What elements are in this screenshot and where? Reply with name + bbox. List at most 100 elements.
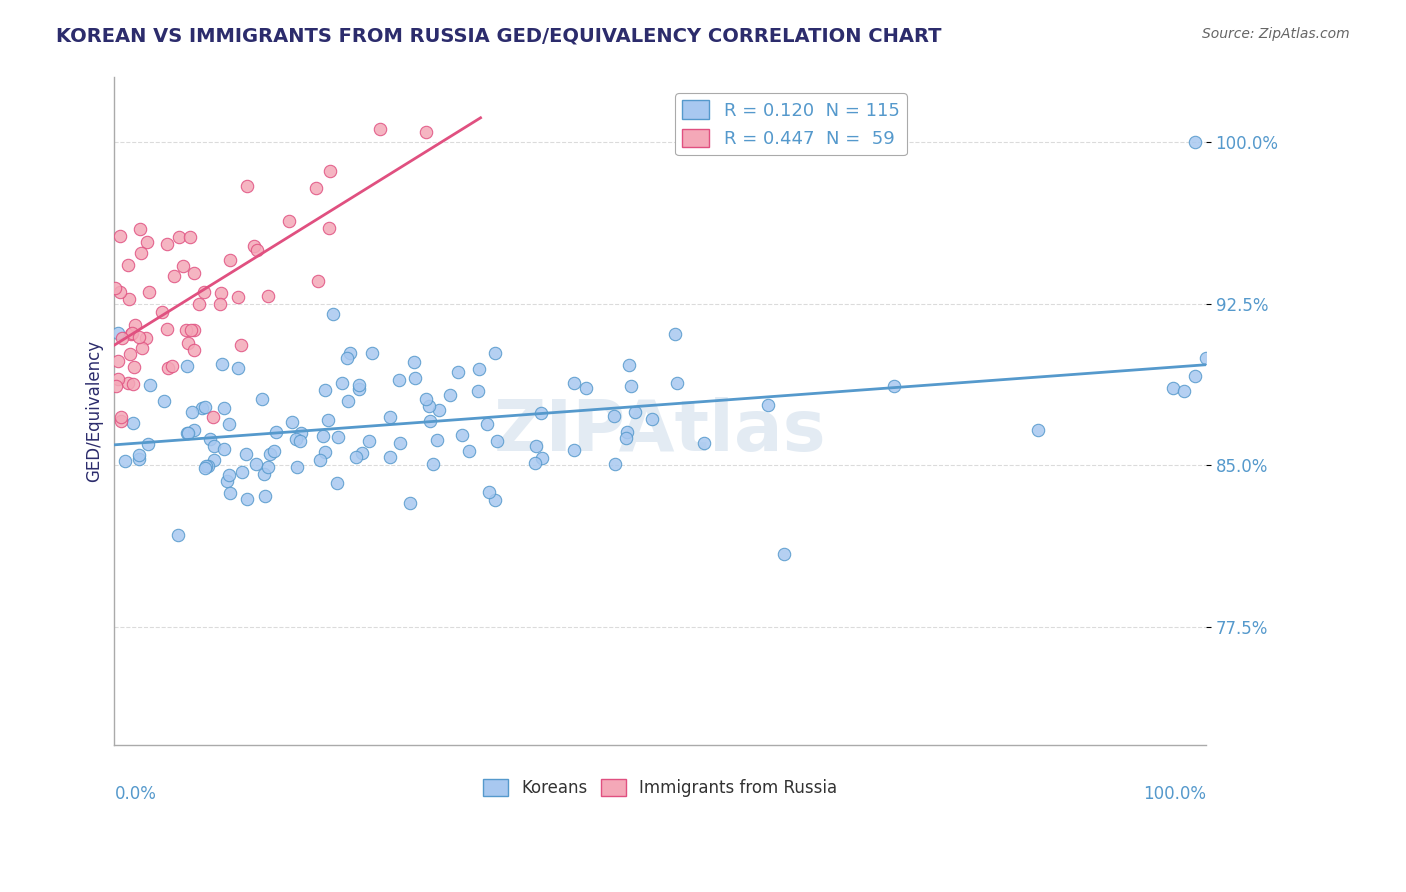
Point bbox=[217, 474, 239, 488]
Point bbox=[128, 452, 150, 467]
Point bbox=[183, 323, 205, 337]
Point bbox=[110, 414, 132, 428]
Point bbox=[128, 329, 150, 343]
Point bbox=[121, 326, 143, 340]
Point bbox=[167, 528, 190, 542]
Point bbox=[104, 281, 127, 295]
Point bbox=[389, 436, 412, 450]
Point bbox=[163, 268, 186, 283]
Point bbox=[157, 361, 180, 376]
Point bbox=[110, 410, 132, 425]
Point bbox=[259, 447, 281, 461]
Point bbox=[439, 388, 461, 402]
Point bbox=[319, 163, 342, 178]
Point bbox=[314, 383, 336, 397]
Point bbox=[457, 444, 479, 458]
Point bbox=[322, 307, 344, 321]
Point bbox=[278, 213, 301, 227]
Point bbox=[183, 266, 205, 280]
Point bbox=[624, 405, 647, 419]
Point bbox=[692, 435, 714, 450]
Point bbox=[104, 379, 127, 393]
Point bbox=[574, 381, 596, 395]
Point bbox=[419, 414, 441, 428]
Point bbox=[117, 376, 139, 391]
Point bbox=[108, 285, 131, 299]
Point bbox=[236, 492, 259, 507]
Point bbox=[245, 458, 267, 472]
Point bbox=[176, 359, 198, 373]
Point bbox=[378, 409, 401, 424]
Point bbox=[198, 432, 221, 446]
Point bbox=[467, 384, 489, 399]
Point bbox=[316, 413, 339, 427]
Point bbox=[756, 398, 779, 412]
Point bbox=[129, 222, 152, 236]
Point bbox=[415, 392, 437, 406]
Point bbox=[138, 285, 160, 299]
Point bbox=[174, 323, 197, 337]
Point bbox=[305, 181, 328, 195]
Point bbox=[368, 122, 391, 136]
Point bbox=[1184, 135, 1206, 149]
Point bbox=[138, 377, 160, 392]
Point bbox=[209, 286, 232, 301]
Point bbox=[347, 382, 370, 396]
Point bbox=[404, 371, 426, 385]
Point bbox=[350, 446, 373, 460]
Point bbox=[336, 351, 359, 366]
Point bbox=[191, 401, 214, 416]
Point bbox=[467, 362, 489, 376]
Point bbox=[418, 399, 440, 413]
Point bbox=[485, 434, 508, 449]
Point bbox=[605, 457, 627, 471]
Point bbox=[118, 347, 141, 361]
Point bbox=[235, 447, 257, 461]
Text: ZIPAtlas: ZIPAtlas bbox=[494, 397, 827, 466]
Point bbox=[339, 346, 361, 360]
Point bbox=[524, 439, 547, 453]
Point bbox=[285, 432, 308, 446]
Point bbox=[664, 327, 686, 342]
Point bbox=[484, 492, 506, 507]
Point bbox=[253, 467, 276, 481]
Point bbox=[252, 392, 274, 406]
Text: Source: ZipAtlas.com: Source: ZipAtlas.com bbox=[1202, 27, 1350, 41]
Point bbox=[616, 425, 638, 439]
Point bbox=[243, 239, 266, 253]
Point bbox=[156, 237, 179, 252]
Point bbox=[183, 424, 205, 438]
Point bbox=[562, 442, 585, 457]
Point bbox=[153, 393, 176, 408]
Point bbox=[107, 354, 129, 368]
Point bbox=[326, 430, 349, 444]
Point bbox=[641, 411, 664, 425]
Point bbox=[107, 326, 129, 340]
Point bbox=[197, 459, 219, 474]
Point bbox=[169, 230, 191, 244]
Point bbox=[226, 361, 249, 376]
Point bbox=[194, 460, 217, 475]
Point bbox=[883, 379, 905, 393]
Point bbox=[180, 323, 202, 337]
Point bbox=[530, 406, 553, 420]
Point bbox=[478, 485, 501, 500]
Point bbox=[603, 409, 626, 424]
Point bbox=[114, 453, 136, 467]
Point bbox=[347, 378, 370, 392]
Point bbox=[183, 343, 205, 357]
Point bbox=[330, 376, 353, 391]
Point bbox=[218, 467, 240, 482]
Point bbox=[336, 393, 359, 408]
Point bbox=[219, 253, 242, 268]
Point bbox=[307, 274, 329, 288]
Point bbox=[208, 297, 231, 311]
Point bbox=[121, 416, 143, 430]
Point bbox=[263, 443, 285, 458]
Point bbox=[484, 346, 506, 360]
Point bbox=[617, 358, 640, 372]
Point bbox=[378, 450, 401, 464]
Point bbox=[447, 365, 470, 379]
Legend: Koreans, Immigrants from Russia: Koreans, Immigrants from Russia bbox=[477, 772, 844, 804]
Point bbox=[309, 453, 332, 467]
